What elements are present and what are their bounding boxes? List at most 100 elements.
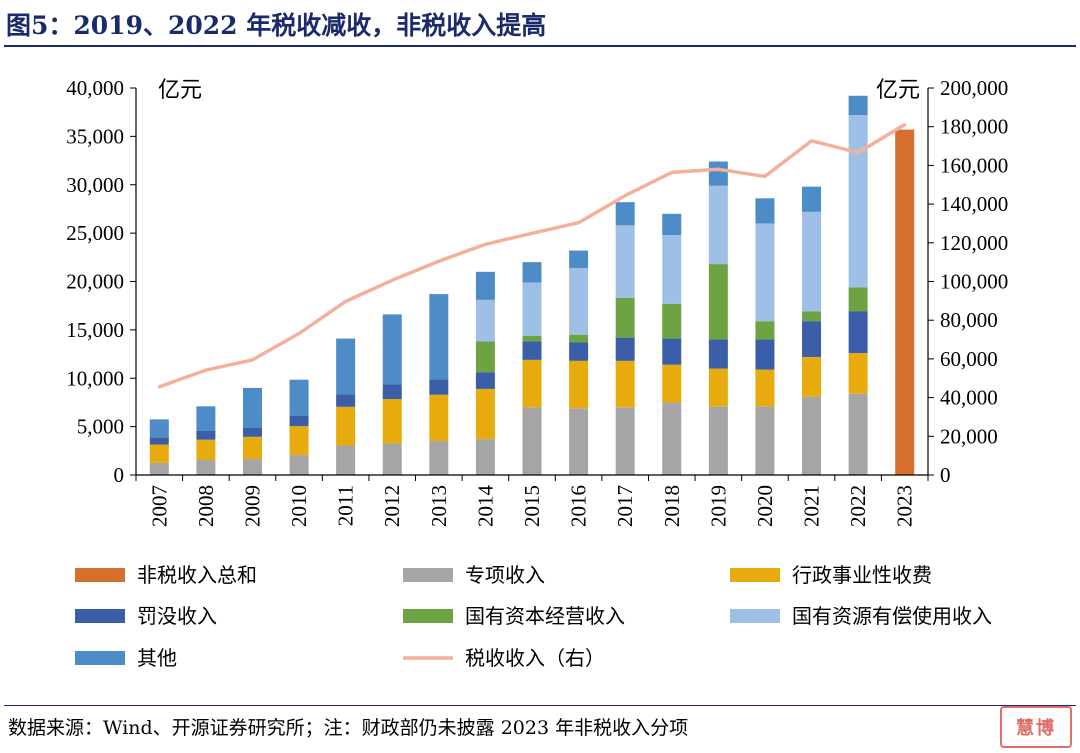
bar-其他-2010 (289, 379, 309, 416)
tax-point-2021 (810, 139, 814, 143)
x-tick-label-2016: 2016 (567, 485, 591, 527)
left-tick-label: 20,000 (66, 270, 124, 294)
bar-行政事业性收费-2013 (429, 394, 449, 442)
footer-rule (4, 705, 1076, 706)
left-tick-label: 35,000 (66, 124, 124, 148)
bar-专项收入-2021 (802, 396, 822, 475)
x-tick-label-2021: 2021 (800, 485, 824, 527)
x-tick-label-2010: 2010 (287, 485, 311, 527)
legend-swatch-国有资源有偿使用收入 (730, 609, 780, 623)
bar-行政事业性收费-2010 (289, 426, 309, 456)
bar-罚没收入-2016 (569, 342, 589, 361)
left-axis-unit: 亿元 (158, 77, 202, 102)
bar-国有资本经营收入-2018 (662, 303, 682, 339)
bar-国有资本经营收入-2020 (755, 321, 775, 340)
legend-swatch-罚没收入 (75, 609, 125, 623)
bar-国有资本经营收入-2014 (475, 341, 495, 373)
bar-国有资本经营收入-2017 (615, 297, 635, 338)
tax-point-2014 (483, 242, 487, 246)
x-tick-label-2011: 2011 (334, 485, 358, 526)
right-tick-label: 40,000 (940, 386, 998, 410)
x-tick-label-2014: 2014 (473, 484, 497, 527)
x-tick-label-2019: 2019 (706, 485, 730, 527)
legend-label-其他: 其他 (137, 647, 177, 670)
bar-其他-2016 (569, 250, 589, 268)
tax-point-2017 (623, 194, 627, 198)
bar-其他-2014 (475, 271, 495, 300)
bar-专项收入-2019 (708, 406, 728, 475)
x-tick-label-2018: 2018 (660, 485, 684, 527)
tax-point-2008 (204, 368, 208, 372)
legend-label-国有资本经营收入: 国有资本经营收入 (465, 605, 625, 628)
bar-专项收入-2022 (848, 393, 868, 475)
legend-swatch-非税收入总和 (75, 568, 125, 582)
x-tick-label-2008: 2008 (194, 485, 218, 527)
right-tick-label: 180,000 (940, 115, 1008, 139)
left-tick-label: 10,000 (66, 366, 124, 390)
figure-title: 图5：2019、2022 年税收减收，非税收入提高 (6, 11, 547, 40)
bar-其他-2012 (382, 314, 402, 385)
title-rule (4, 45, 1076, 47)
x-tick-label-2012: 2012 (380, 485, 404, 527)
bar-专项收入-2018 (662, 402, 682, 475)
bar-其他-2008 (196, 406, 216, 431)
left-tick-label: 30,000 (66, 173, 124, 197)
tax-point-2015 (530, 231, 534, 235)
bar-专项收入-2010 (289, 455, 309, 475)
left-tick-label: 0 (114, 463, 125, 487)
bar-行政事业性收费-2012 (382, 399, 402, 444)
bar-其他-2017 (615, 202, 635, 226)
bar-其他-2020 (755, 198, 775, 224)
bar-国有资本经营收入-2021 (802, 311, 822, 322)
bar-非税收入总和-2023 (895, 129, 915, 476)
legend-label-行政事业性收费: 行政事业性收费 (792, 564, 932, 587)
bar-罚没收入-2007 (149, 437, 169, 445)
bar-罚没收入-2013 (429, 379, 449, 395)
bar-国有资本经营收入-2022 (848, 287, 868, 312)
tax-point-2018 (670, 170, 674, 174)
right-tick-label: 60,000 (940, 347, 998, 371)
tax-point-2012 (390, 278, 394, 282)
bar-行政事业性收费-2022 (848, 353, 868, 394)
chart-svg: 0 5,000 10,000 15,000 20,000 25,000 30,000 35,0… (66, 76, 1008, 670)
stamp-logo: 慧博 (1000, 706, 1072, 748)
bar-其他-2022 (848, 95, 868, 116)
bar-专项收入-2014 (475, 439, 495, 475)
bar-罚没收入-2014 (475, 372, 495, 389)
bar-罚没收入-2010 (289, 415, 309, 427)
x-tick-label-2017: 2017 (613, 485, 637, 527)
tax-point-2010 (297, 331, 301, 335)
x-tick-label-2022: 2022 (846, 485, 870, 527)
bar-其他-2021 (802, 186, 822, 212)
bar-其他-2019 (708, 161, 728, 186)
bar-罚没收入-2018 (662, 338, 682, 365)
bar-其他-2007 (149, 419, 169, 438)
bar-专项收入-2017 (615, 407, 635, 475)
bar-罚没收入-2011 (336, 394, 356, 407)
bar-专项收入-2008 (196, 460, 216, 475)
bar-行政事业性收费-2011 (336, 406, 356, 446)
bar-行政事业性收费-2014 (475, 388, 495, 440)
bar-国有资源有偿使用收入-2014 (475, 299, 495, 342)
bar-专项收入-2015 (522, 407, 542, 475)
bar-其他-2011 (336, 338, 356, 395)
bar-行政事业性收费-2008 (196, 439, 216, 461)
legend-label-罚没收入: 罚没收入 (137, 605, 217, 628)
bar-行政事业性收费-2009 (242, 436, 262, 460)
tax-point-2007 (157, 385, 161, 389)
bar-行政事业性收费-2007 (149, 444, 169, 463)
legend-label-国有资源有偿使用收入: 国有资源有偿使用收入 (792, 605, 992, 628)
bar-国有资源有偿使用收入-2015 (522, 282, 542, 336)
legend-label-税收收入（右）: 税收收入（右） (465, 647, 605, 670)
bar-行政事业性收费-2016 (569, 360, 589, 409)
left-tick-label: 5,000 (77, 415, 124, 439)
x-tick-label-2007: 2007 (147, 485, 171, 527)
bar-国有资源有偿使用收入-2016 (569, 267, 589, 335)
right-tick-label: 100,000 (940, 270, 1008, 294)
legend-swatch-国有资本经营收入 (403, 609, 453, 623)
bar-专项收入-2020 (755, 406, 775, 475)
right-tick-label: 20,000 (940, 424, 998, 448)
tax-point-2011 (344, 299, 348, 303)
left-tick-label: 25,000 (66, 221, 124, 245)
bar-罚没收入-2015 (522, 341, 542, 360)
